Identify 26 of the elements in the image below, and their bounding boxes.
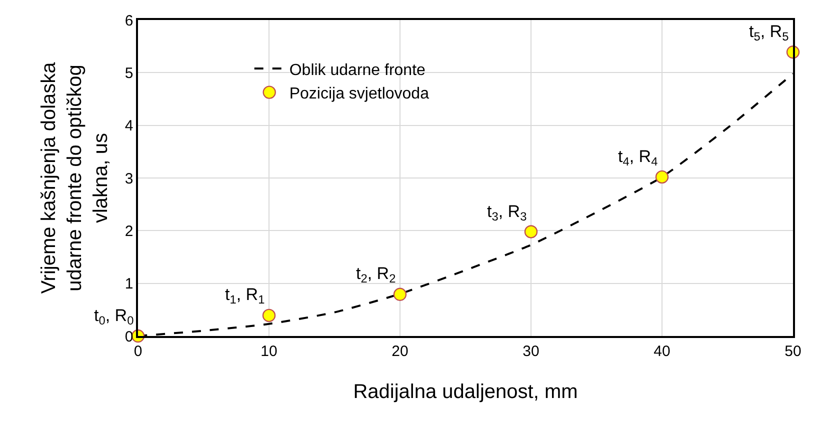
annotation: t$_{3}$, R$_{3}$ xyxy=(487,202,528,224)
x-tick-label: 30 xyxy=(522,342,540,360)
point xyxy=(262,308,276,322)
y-tick-label: 2 xyxy=(124,222,134,240)
annotation: t$_{5}$, R$_{5}$ xyxy=(749,22,790,44)
point xyxy=(393,288,407,301)
legend-label: Oblik udarne fronte xyxy=(289,62,426,79)
y-tick-label: 6 xyxy=(124,12,134,30)
y-tick-label: 1 xyxy=(124,276,134,293)
annotation: t$_{1}$, R$_{1}$ xyxy=(225,285,266,307)
y-tick-label: 0 xyxy=(124,328,134,346)
legend-label: Pozicija svjetlovoda xyxy=(289,86,430,103)
y-tick-label: 4 xyxy=(124,118,134,135)
x-tick-label: 50 xyxy=(784,342,802,360)
point xyxy=(524,225,538,238)
annotation: t$_{2}$, R$_{2}$ xyxy=(356,264,396,286)
point xyxy=(655,170,669,184)
x-tick-label: 20 xyxy=(392,342,408,360)
y-axis-title: Vrijeme kašnjenja dolaska udarne fronte do optičkog vlakna, us xyxy=(38,61,112,294)
y-tick-label: 3 xyxy=(124,170,134,188)
x-tick-label: 10 xyxy=(260,342,278,360)
x-axis-title: Radijalna udaljenost, mm xyxy=(353,380,578,403)
annotation: t$_{4}$, R$_{4}$ xyxy=(618,147,658,169)
annotation: t$_{0}$, R$_{0}$ xyxy=(94,306,134,328)
x-tick-label: 40 xyxy=(654,342,670,360)
y-tick-label: 5 xyxy=(124,64,134,82)
